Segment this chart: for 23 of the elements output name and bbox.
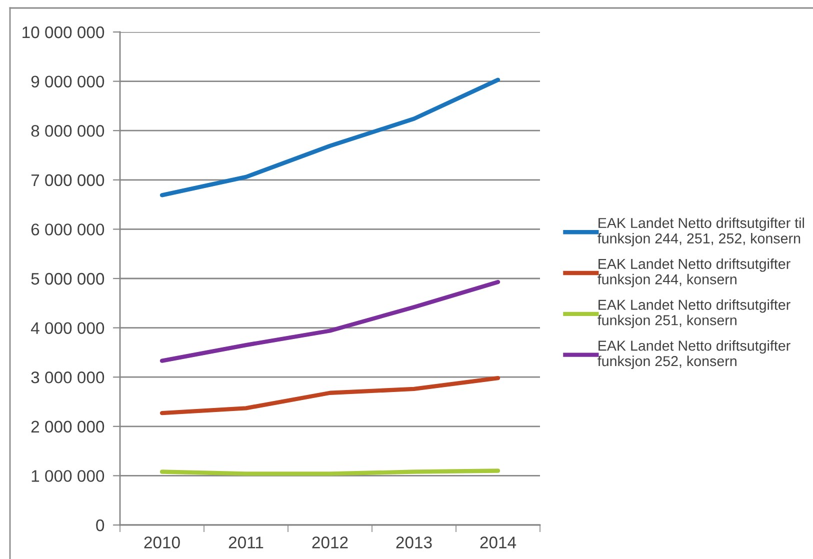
y-tick-label: 8 000 000 — [31, 125, 104, 137]
y-tick-label: 7 000 000 — [31, 174, 104, 186]
y-tick-label: 5 000 000 — [31, 272, 104, 285]
y-tick-label: 2 000 000 — [31, 420, 104, 433]
line-series — [160, 376, 500, 416]
y-tick-label: 0 — [96, 519, 104, 532]
y-tick-label: 9 000 000 — [31, 76, 104, 88]
y-tick-label: 6 000 000 — [31, 224, 104, 236]
y-tick-label: 10 000 000 — [22, 26, 104, 38]
legend-label: EAK Landet Netto driftsutgifter funksjon 244, konsern — [598, 258, 790, 288]
legend-label: EAK Landet Netto driftsutgifter til funksjon 244, 251, 252, konsern — [598, 218, 804, 246]
x-tick-label: 2012 — [312, 536, 348, 548]
y-tick-label: 4 000 000 — [30, 322, 104, 334]
x-tick-label: 2014 — [480, 536, 516, 548]
line-series — [160, 280, 500, 363]
x-tick-label: 2013 — [396, 536, 432, 548]
legend-label: EAK Landet Netto driftsutgifter funksjon 252, konsern — [598, 340, 790, 370]
legend-label: EAK Landet Netto driftsutgifter funksjon 251, konsern — [598, 299, 790, 328]
y-tick-label: 1 000 000 — [32, 470, 104, 482]
x-tick-label: 2010 — [144, 536, 180, 548]
line-series — [160, 78, 500, 198]
y-tick-label: 3 000 000 — [31, 372, 104, 384]
x-tick-label: 2011 — [228, 536, 264, 548]
